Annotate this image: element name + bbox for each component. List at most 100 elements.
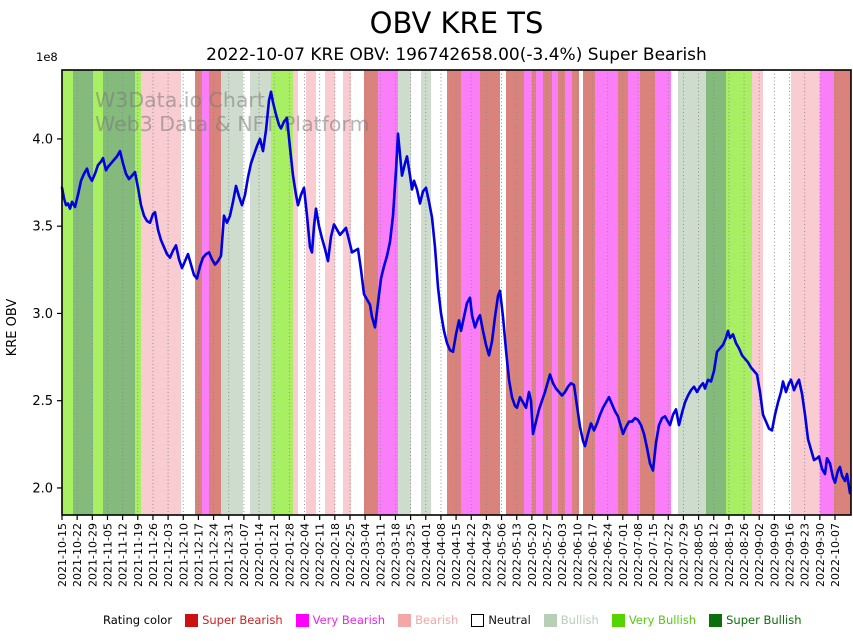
rating-band-neutral (500, 70, 506, 515)
legend-swatch (398, 613, 412, 627)
watermark-line1: W3Data.io Chart (95, 88, 265, 112)
rating-band-very_bearish (595, 70, 618, 515)
x-tick-label: 2022-09-02 (753, 523, 766, 587)
x-tick-label: 2022-03-25 (405, 523, 418, 587)
x-tick-label: 2022-09-09 (768, 523, 781, 587)
legend-label: Super Bullish (726, 613, 802, 627)
legend-label: Super Bearish (202, 613, 283, 627)
x-tick-label: 2022-09-30 (814, 523, 827, 587)
legend-item-neutral: Neutral (471, 613, 531, 627)
x-tick-label: 2021-12-10 (177, 523, 190, 587)
legend-swatch (471, 613, 485, 627)
legend-item-very-bearish: Very Bearish (295, 613, 386, 627)
rating-band-bearish (293, 70, 298, 515)
y-tick-label: 2.0 (32, 481, 53, 496)
rating-band-neutral (579, 70, 583, 515)
rating-band-very_bearish (655, 70, 671, 515)
rating-band-neutral (671, 70, 678, 515)
watermark-line2: Web3 Data & NFT Platform (95, 112, 369, 136)
rating-band-super_bearish (618, 70, 628, 515)
rating-band-neutral (411, 70, 421, 515)
x-tick-label: 2022-04-08 (435, 523, 448, 587)
rating-band-super_bearish (558, 70, 565, 515)
rating-band-bearish (325, 70, 335, 515)
x-tick-label: 2021-10-22 (71, 523, 84, 587)
x-tick-label: 2022-05-20 (526, 523, 539, 587)
x-tick-label: 2021-12-31 (223, 523, 236, 587)
rating-band-neutral (181, 70, 195, 515)
rating-band-very_bearish (820, 70, 834, 515)
x-tick-label: 2021-11-05 (101, 523, 114, 587)
x-tick-label: 2022-07-08 (632, 523, 645, 587)
legend-swatch (295, 613, 309, 627)
rating-band-super_bearish (364, 70, 378, 515)
x-tick-label: 2022-02-18 (329, 523, 342, 587)
rating-band-bearish (343, 70, 351, 515)
legend-label: Bearish (415, 613, 459, 627)
rating-band-super_bullish (706, 70, 726, 515)
x-tick-label: 2022-04-22 (465, 523, 478, 587)
legend-item-super-bullish: Super Bullish (709, 613, 802, 627)
x-tick-label: 2022-01-14 (253, 523, 266, 587)
rating-band-very_bullish (62, 70, 73, 515)
x-tick-label: 2021-10-15 (56, 523, 69, 587)
x-tick-label: 2022-05-06 (496, 523, 509, 587)
x-tick-label: 2021-12-03 (162, 523, 175, 587)
x-tick-label: 2022-04-01 (420, 523, 433, 587)
x-tick-label: 2022-08-05 (693, 523, 706, 587)
rating-band-super_bearish (209, 70, 221, 515)
x-tick-label: 2022-01-07 (238, 523, 251, 587)
x-axis-ticks (61, 515, 836, 520)
legend-swatch (709, 613, 723, 627)
x-tick-label: 2022-04-15 (450, 523, 463, 587)
rating-band-bullish (421, 70, 431, 515)
x-tick-label: 2021-12-17 (192, 523, 205, 587)
y-tick-label: 4.0 (32, 132, 53, 147)
rating-band-super_bearish (640, 70, 655, 515)
x-tick-label: 2022-07-22 (662, 523, 675, 587)
x-tick-label: 2021-12-24 (208, 523, 221, 587)
rating-band-super_bearish (543, 70, 552, 515)
plot-border (61, 69, 852, 516)
rating-band-bearish (141, 70, 181, 515)
legend-items: Super Bearish Very Bearish Bearish Neutral B… (185, 613, 802, 627)
x-tick-label: 2022-01-28 (283, 523, 296, 587)
x-tick-label: 2022-06-17 (586, 523, 599, 587)
rating-band-super_bullish (103, 70, 135, 515)
rating-band-very_bullish (93, 70, 103, 515)
y-tick-label: 3.5 (32, 220, 53, 235)
rating-band-neutral (243, 70, 250, 515)
y-axis-offset-label: 1e8 (36, 50, 58, 64)
legend-swatch (185, 613, 199, 627)
rating-band-very_bearish (628, 70, 640, 515)
rating-band-bullish (221, 70, 243, 515)
rating-band-very_bearish (536, 70, 543, 515)
legend-label: Very Bearish (312, 613, 386, 627)
rating-band-super_bearish (572, 70, 579, 515)
rating-bands (62, 70, 851, 515)
rating-band-very_bearish (378, 70, 398, 515)
x-tick-label: 2021-10-29 (86, 523, 99, 587)
x-tick-label: 2022-02-25 (344, 523, 357, 587)
rating-band-neutral (351, 70, 364, 515)
legend-item-super-bearish: Super Bearish (185, 613, 283, 627)
rating-band-bearish (752, 70, 763, 515)
x-tick-label: 2022-07-29 (677, 523, 690, 587)
x-tick-label: 2022-08-19 (723, 523, 736, 587)
x-tick-label: 2022-03-11 (374, 523, 387, 587)
x-tick-label: 2022-01-21 (268, 523, 281, 587)
rating-band-very_bearish (565, 70, 572, 515)
rating-legend: Rating color Super Bearish Very Bearish Be… (103, 613, 802, 627)
rating-band-bullish (678, 70, 706, 515)
x-tick-label: 2022-06-24 (602, 523, 615, 587)
rating-band-bullish (250, 70, 271, 515)
x-tick-label: 2022-07-01 (617, 523, 630, 587)
chart-title: OBV KRE TS (369, 6, 544, 40)
x-tick-label: 2021-11-26 (147, 523, 160, 587)
obv-line-series (60, 90, 852, 495)
legend-title: Rating color (103, 613, 173, 627)
rating-band-super_bullish (73, 70, 93, 515)
rating-band-very_bearish (461, 70, 480, 515)
